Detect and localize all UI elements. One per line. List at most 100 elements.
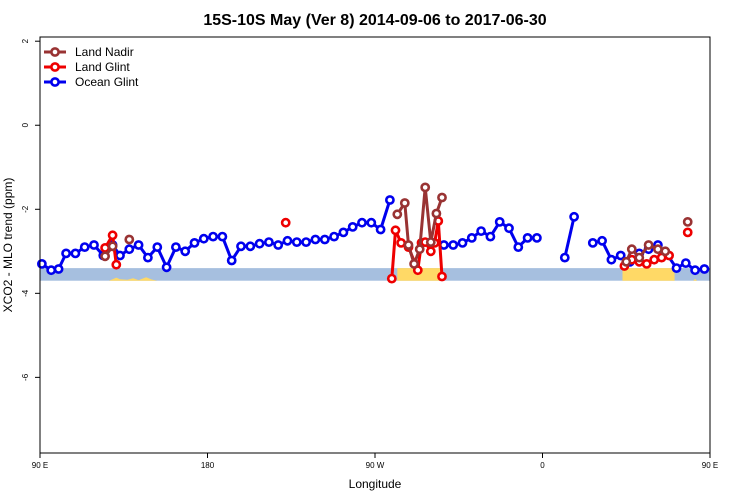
land-nadir-point <box>682 216 693 227</box>
ocean-glint-point <box>291 237 302 247</box>
land-glint-point <box>280 217 291 228</box>
ocean-glint-point <box>513 242 524 252</box>
land-nadir-legend-marker <box>50 47 60 57</box>
ocean-glint-point <box>189 237 200 248</box>
land-glint-point <box>390 225 401 236</box>
ocean-glint-point <box>124 244 135 255</box>
ocean-glint-point <box>115 250 125 261</box>
ocean-glint-point <box>671 263 682 273</box>
land-nadir-point <box>634 252 645 263</box>
ocean-glint-point <box>282 235 293 246</box>
land-nadir-point <box>409 258 419 269</box>
ocean-glint-point <box>180 246 191 257</box>
ocean-glint-point <box>89 240 99 250</box>
ocean-glint-point <box>338 227 349 238</box>
ocean-glint-point <box>170 242 181 252</box>
land-area <box>622 268 675 281</box>
ocean-glint-point <box>448 240 459 250</box>
land-nadir-point <box>124 234 135 245</box>
ocean-glint-point <box>357 217 367 228</box>
land-glint-point <box>641 258 652 269</box>
land-nadir-point <box>420 182 431 193</box>
land-glint-legend-label: Land Glint <box>75 60 130 74</box>
land-nadir-point <box>660 246 671 257</box>
x-tick-label: 90 E <box>32 461 48 470</box>
ocean-glint-legend-marker <box>50 77 60 87</box>
y-tick-label: 2 <box>21 38 30 43</box>
ocean-glint-point <box>263 237 274 247</box>
ocean-glint-point <box>384 195 395 205</box>
land-nadir-point <box>437 192 447 203</box>
ocean-glint-point <box>680 258 691 268</box>
land-nadir-point <box>392 209 403 220</box>
ocean-glint-point <box>46 265 57 276</box>
ocean-glint-point <box>208 231 218 242</box>
ocean-glint-point <box>319 234 330 245</box>
land-area <box>108 277 158 281</box>
x-axis-label: Longitude <box>349 477 402 491</box>
land-glint-point <box>111 259 122 270</box>
ocean-glint-point <box>559 252 570 263</box>
land-area <box>693 278 697 281</box>
ocean-glint-point <box>236 241 246 252</box>
land-glint-point <box>107 230 118 241</box>
ocean-glint-point <box>37 258 47 269</box>
ocean-glint-point <box>485 231 496 242</box>
land-glint-point <box>425 246 436 257</box>
ocean-glint-point <box>198 233 209 244</box>
land-glint-point <box>437 271 447 282</box>
x-tick-label: 180 <box>201 461 215 470</box>
y-tick-label: 0 <box>21 122 30 127</box>
land-nadir-point <box>425 237 436 247</box>
ocean-glint-point <box>152 242 163 252</box>
ocean-glint-point <box>79 242 90 252</box>
ocean-glint-point <box>597 235 607 246</box>
x-tick-label: 90 E <box>702 461 718 470</box>
ocean-glint-point <box>699 264 710 274</box>
land-nadir-point <box>100 251 110 262</box>
land-glint-legend-marker <box>50 62 60 72</box>
land-nadir-point <box>643 240 654 250</box>
ocean-glint-point <box>142 252 153 263</box>
ocean-glint-point <box>606 254 617 265</box>
ocean-glint-point <box>532 232 542 243</box>
ocean-glint-point <box>569 211 579 222</box>
land-nadir-point <box>399 198 410 208</box>
land-nadir-point <box>403 240 414 250</box>
x-tick-label: 0 <box>540 461 545 470</box>
ocean-glint-point <box>476 226 486 236</box>
ocean-glint-point <box>375 224 386 235</box>
ocean-glint-point <box>301 237 311 247</box>
ocean-glint-point <box>245 241 256 252</box>
y-tick-label: -2 <box>21 205 30 213</box>
ocean-glint-point <box>347 221 358 232</box>
ocean-glint-point <box>329 231 339 242</box>
ocean-glint-point <box>457 237 468 248</box>
ocean-glint-point <box>273 240 284 250</box>
plot-area <box>37 182 710 284</box>
land-nadir-point <box>626 244 637 255</box>
ocean-glint-point <box>494 216 505 227</box>
land-nadir-point <box>621 256 632 267</box>
land-glint-point <box>386 273 397 284</box>
land-nadir-legend-label: Land Nadir <box>75 45 134 59</box>
y-tick-label: -4 <box>21 289 30 297</box>
y-tick-label: -6 <box>21 373 30 381</box>
ocean-glint-line <box>563 216 576 258</box>
ocean-glint-point <box>522 232 533 243</box>
ocean-band <box>40 268 710 281</box>
ocean-glint-point <box>70 248 81 259</box>
ocean-glint-point <box>161 262 172 273</box>
land-glint-point <box>100 242 110 253</box>
ocean-glint-point <box>690 265 700 276</box>
ocean-glint-point <box>504 223 514 234</box>
land-glint-point <box>682 227 693 238</box>
ocean-glint-point <box>53 264 64 274</box>
chart-title: 15S-10S May (Ver 8) 2014-09-06 to 2017-0… <box>203 12 546 29</box>
ocean-glint-point <box>466 232 477 243</box>
x-tick-label: 90 W <box>366 461 385 470</box>
ocean-glint-point <box>587 237 598 248</box>
ocean-glint-point <box>254 238 265 249</box>
